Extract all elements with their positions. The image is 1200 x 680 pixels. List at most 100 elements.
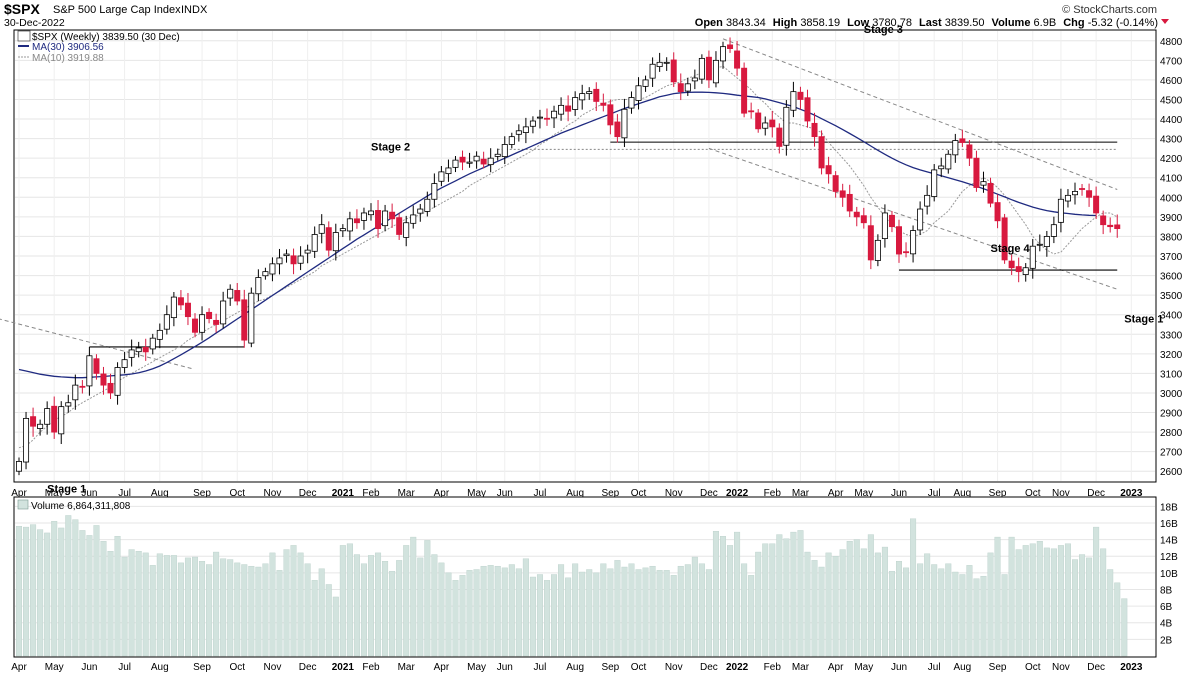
candle-body [776, 127, 783, 147]
candle-body [248, 292, 255, 344]
volume-tick-label: 6B [1160, 602, 1173, 613]
volume-bar [818, 566, 825, 657]
candle-body [544, 117, 551, 120]
x-tick-label: Sep [193, 662, 211, 673]
x-tick-label: Oct [631, 662, 647, 673]
volume-bar [1086, 557, 1093, 657]
chart-date: 30-Dec-2022 [4, 17, 65, 29]
low-label: Low [847, 17, 869, 29]
down-arrow-icon [1161, 19, 1169, 24]
volume-bar [867, 534, 874, 657]
candle-body [375, 210, 382, 230]
volume-bar [558, 564, 565, 657]
volume-bar [290, 545, 297, 657]
volume-bar [135, 551, 142, 657]
x-tick-label: Jun [81, 488, 97, 499]
candle-body [910, 230, 917, 255]
candle-body [318, 224, 325, 234]
candle-body [1001, 217, 1008, 261]
candle-legend-icon [17, 30, 31, 42]
candle-body [177, 297, 184, 306]
candle-body [1036, 243, 1043, 246]
candle-body [748, 110, 755, 113]
channel-lower-line [708, 147, 1118, 290]
candle-body [325, 227, 332, 251]
volume-bar [234, 562, 241, 657]
candle-body [311, 234, 318, 252]
candle-body [339, 228, 346, 232]
candle-body [86, 355, 93, 387]
volume-bar [579, 571, 586, 657]
open-value: 3843.34 [726, 17, 766, 29]
x-tick-label: Apr [434, 662, 450, 673]
volume-bar [769, 543, 776, 657]
volume-bar [487, 565, 494, 657]
x-tick-label: May [854, 488, 873, 499]
candle-body [607, 104, 614, 126]
volume-label: Volume [992, 17, 1031, 29]
volume-bar [44, 532, 51, 657]
candle-body [1043, 236, 1050, 248]
candle-body [276, 257, 283, 265]
volume-bar [248, 565, 255, 657]
volume-bar [23, 526, 30, 657]
volume-bar [1036, 541, 1043, 657]
candle-body [353, 218, 360, 224]
price-tick-label: 3600 [1160, 272, 1183, 283]
candle-body [1086, 190, 1093, 198]
volume-bar [529, 576, 536, 657]
volume-bar [924, 553, 931, 657]
candle-body [241, 299, 248, 341]
candle-body [332, 232, 339, 252]
volume-bar [1029, 543, 1036, 657]
volume-bar [804, 551, 811, 657]
volume-bar [607, 568, 614, 657]
candle-body [135, 347, 142, 353]
volume-bar [177, 562, 184, 657]
volume-bar [58, 527, 65, 657]
volume-bar [649, 565, 656, 657]
candle-body [114, 367, 121, 396]
volume-bar [1107, 569, 1114, 657]
volume-bar [213, 551, 220, 657]
x-tick-label: May [467, 488, 486, 499]
volume-bar [684, 564, 691, 657]
volume-bar [544, 580, 551, 657]
candle-body [642, 79, 649, 87]
price-tick-label: 3100 [1160, 369, 1183, 380]
volume-bar [973, 578, 980, 657]
high-value: 3858.19 [800, 17, 840, 29]
price-tick-label: 3400 [1160, 311, 1183, 322]
candle-body [811, 122, 818, 138]
candle-body [227, 288, 234, 299]
price-tick-label: 2700 [1160, 448, 1183, 459]
candle-body [825, 165, 832, 175]
candle-body [860, 215, 867, 224]
x-tick-label: Apr [11, 488, 27, 499]
x-tick-label: Nov [264, 488, 282, 499]
volume-bar [1050, 548, 1057, 657]
x-tick-label: Apr [828, 488, 844, 499]
candle-body [818, 136, 825, 169]
candle-body [15, 461, 22, 472]
candle-body [903, 251, 910, 254]
volume-bar [501, 567, 508, 657]
candle-body [382, 210, 389, 227]
volume-bar [846, 541, 853, 657]
volume-bar [642, 567, 649, 657]
candle-body [1057, 198, 1064, 223]
candle-body [1107, 224, 1114, 228]
symbol-name: S&P 500 Large Cap Index [53, 4, 181, 16]
candle-body [459, 156, 466, 163]
volume-bar [712, 531, 719, 657]
last-value: 3839.50 [945, 17, 985, 29]
candle-body [917, 208, 924, 231]
symbol-label: $SPX [4, 1, 40, 17]
price-grid [15, 31, 1155, 481]
candle-body [931, 169, 938, 197]
candle-body [170, 296, 177, 319]
volume-value: 6.9B [1034, 17, 1057, 29]
candle-body [691, 77, 698, 82]
volume-bar [346, 543, 353, 657]
volume-bar [755, 551, 762, 657]
